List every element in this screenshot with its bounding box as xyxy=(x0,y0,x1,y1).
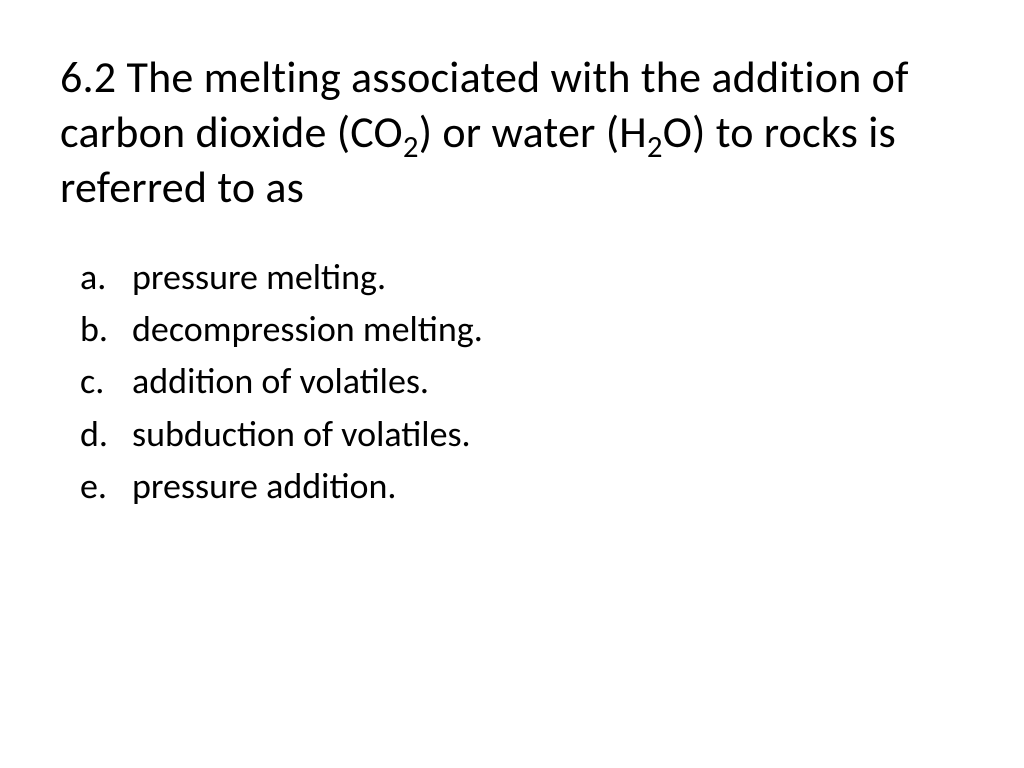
h2o-subscript: 2 xyxy=(647,129,663,166)
question-part-2: ) or water (H xyxy=(419,105,647,159)
question-text: 6.2 The melting associated with the addi… xyxy=(60,50,964,215)
option-b-text: decompression melting. xyxy=(132,307,483,351)
option-e: pressure addition. xyxy=(80,460,964,512)
option-b: decompression melting. xyxy=(80,303,964,355)
options-list: pressure melting. decompression melting.… xyxy=(80,251,964,512)
slide: 6.2 The melting associated with the addi… xyxy=(0,0,1024,768)
option-d: subduction of volatiles. xyxy=(80,408,964,460)
option-a: pressure melting. xyxy=(80,251,964,303)
option-e-text: pressure addition. xyxy=(132,464,396,508)
option-a-text: pressure melting. xyxy=(132,255,386,299)
option-c-text: addition of volatiles. xyxy=(132,359,429,403)
option-c: addition of volatiles. xyxy=(80,355,964,407)
option-d-text: subduction of volatiles. xyxy=(132,412,471,456)
co2-subscript: 2 xyxy=(403,129,419,166)
